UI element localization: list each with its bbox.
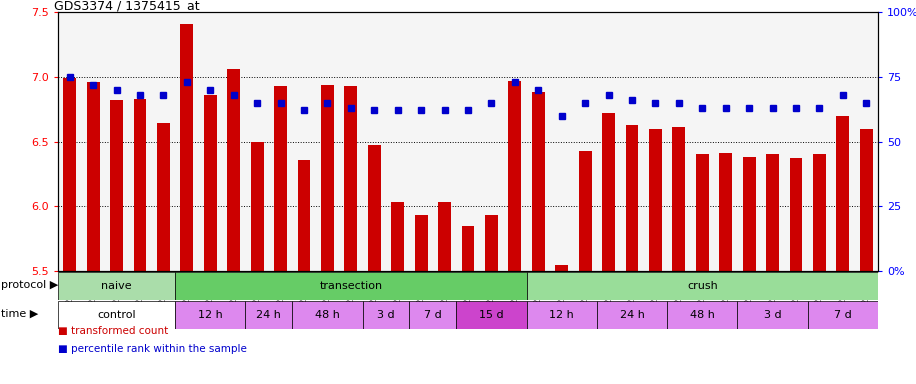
Bar — [175, 301, 245, 329]
Bar — [63, 78, 76, 271]
Text: ■ transformed count: ■ transformed count — [58, 326, 169, 336]
Bar — [532, 92, 545, 271]
Bar — [438, 202, 451, 271]
Text: 24 h: 24 h — [256, 310, 281, 320]
Bar — [274, 86, 287, 271]
Text: 24 h: 24 h — [619, 310, 645, 320]
Text: 12 h: 12 h — [198, 310, 223, 320]
Bar — [409, 301, 456, 329]
Bar — [157, 123, 169, 271]
Bar — [227, 69, 240, 271]
Bar — [415, 215, 428, 271]
Text: time ▶: time ▶ — [1, 308, 38, 318]
Bar — [743, 157, 756, 271]
Bar — [344, 86, 357, 271]
Bar — [860, 129, 873, 271]
Bar — [602, 113, 615, 271]
Bar — [292, 301, 363, 329]
Text: 48 h: 48 h — [690, 310, 714, 320]
Text: crush: crush — [687, 281, 717, 291]
Bar — [555, 265, 568, 271]
Bar — [58, 272, 175, 300]
Bar — [696, 154, 709, 271]
Bar — [527, 272, 878, 300]
Bar — [579, 151, 592, 271]
Text: naive: naive — [102, 281, 132, 291]
Bar — [180, 24, 193, 271]
Bar — [251, 141, 264, 271]
Bar — [672, 127, 685, 271]
Bar — [790, 158, 802, 271]
Bar — [456, 301, 527, 329]
Bar — [368, 146, 381, 271]
Text: 12 h: 12 h — [550, 310, 574, 320]
Bar — [87, 82, 100, 271]
Bar — [667, 301, 737, 329]
Bar — [175, 272, 527, 300]
Bar — [363, 301, 409, 329]
Bar — [321, 84, 333, 271]
Text: transection: transection — [320, 281, 382, 291]
Bar — [391, 202, 404, 271]
Bar — [298, 160, 311, 271]
Text: protocol ▶: protocol ▶ — [1, 280, 59, 290]
Bar — [626, 125, 638, 271]
Bar — [134, 99, 147, 271]
Bar — [719, 153, 732, 271]
Text: GDS3374 / 1375415_at: GDS3374 / 1375415_at — [54, 0, 200, 12]
Text: 3 d: 3 d — [764, 310, 781, 320]
Bar — [485, 215, 498, 271]
Bar — [766, 154, 779, 271]
Bar — [836, 116, 849, 271]
Text: 7 d: 7 d — [424, 310, 442, 320]
Bar — [597, 301, 667, 329]
Bar — [58, 301, 175, 329]
Bar — [245, 301, 292, 329]
Text: 48 h: 48 h — [315, 310, 340, 320]
Bar — [813, 154, 826, 271]
Bar — [508, 81, 521, 271]
Text: control: control — [97, 310, 136, 320]
Text: 3 d: 3 d — [377, 310, 395, 320]
Text: 7 d: 7 d — [834, 310, 852, 320]
Bar — [110, 100, 123, 271]
Bar — [808, 301, 878, 329]
Bar — [527, 301, 597, 329]
Text: ■ percentile rank within the sample: ■ percentile rank within the sample — [58, 344, 247, 354]
Bar — [204, 95, 217, 271]
Bar — [462, 226, 474, 271]
Bar — [737, 301, 808, 329]
Text: 15 d: 15 d — [479, 310, 504, 320]
Bar — [649, 129, 662, 271]
